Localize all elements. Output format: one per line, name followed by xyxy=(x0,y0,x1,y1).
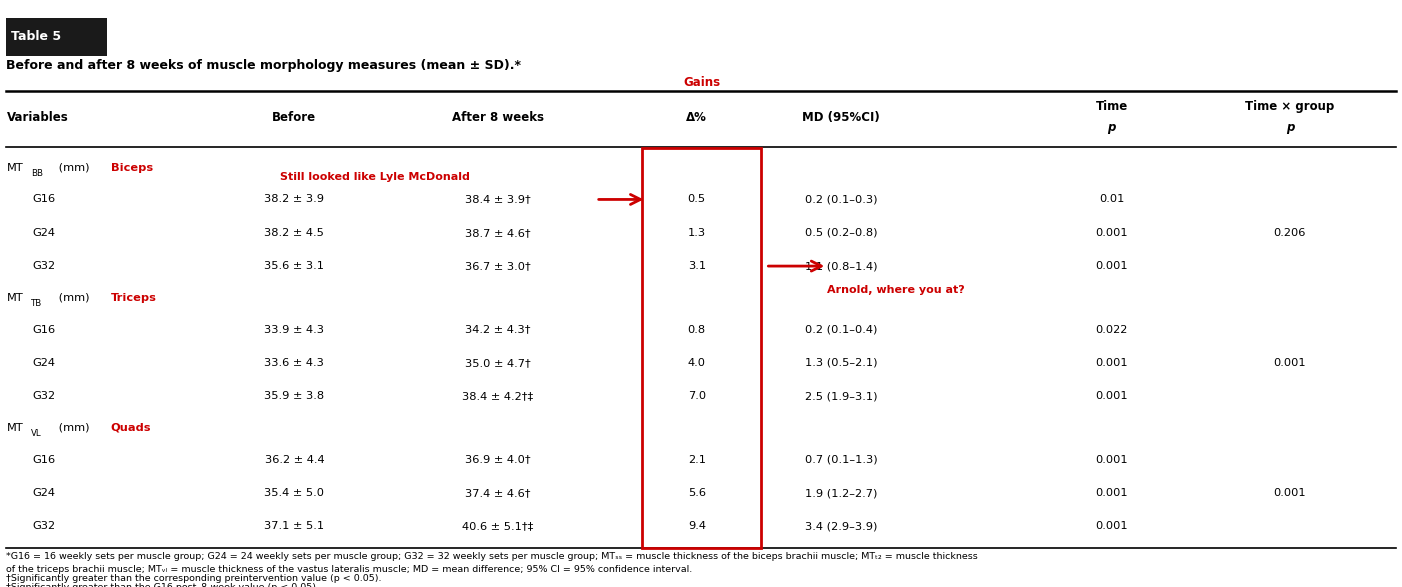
Text: 0.022: 0.022 xyxy=(1095,325,1129,335)
Text: 33.6 ± 4.3: 33.6 ± 4.3 xyxy=(265,358,324,368)
Text: (mm): (mm) xyxy=(55,163,93,173)
Text: (mm): (mm) xyxy=(55,423,93,433)
Text: ‡Significantly greater than the G16 post–8-week value (p < 0.05).: ‡Significantly greater than the G16 post… xyxy=(6,583,318,587)
Text: Quads: Quads xyxy=(111,423,151,433)
Text: 35.0 ± 4.7†: 35.0 ± 4.7† xyxy=(465,358,530,368)
Text: 35.4 ± 5.0: 35.4 ± 5.0 xyxy=(265,488,324,498)
Text: VL: VL xyxy=(31,429,42,438)
Text: 0.001: 0.001 xyxy=(1095,261,1129,271)
Text: G24: G24 xyxy=(32,228,55,238)
Text: 9.4: 9.4 xyxy=(688,521,705,531)
FancyBboxPatch shape xyxy=(6,18,107,56)
Text: 1.1 (0.8–1.4): 1.1 (0.8–1.4) xyxy=(805,261,878,271)
Text: 38.2 ± 4.5: 38.2 ± 4.5 xyxy=(265,228,324,238)
Text: After 8 weeks: After 8 weeks xyxy=(451,111,544,124)
Text: (mm): (mm) xyxy=(55,293,93,303)
Text: Δ%: Δ% xyxy=(687,111,707,124)
Text: Triceps: Triceps xyxy=(111,293,157,303)
Text: Before and after 8 weeks of muscle morphology measures (mean ± SD).*: Before and after 8 weeks of muscle morph… xyxy=(6,59,520,72)
Text: 1.9 (1.2–2.7): 1.9 (1.2–2.7) xyxy=(805,488,878,498)
Bar xyxy=(642,148,761,548)
Text: 36.9 ± 4.0†: 36.9 ± 4.0† xyxy=(465,455,530,465)
Text: Biceps: Biceps xyxy=(111,163,153,173)
Text: *G16 = 16 weekly sets per muscle group; G24 = 24 weekly sets per muscle group; G: *G16 = 16 weekly sets per muscle group; … xyxy=(6,552,977,561)
Text: G16: G16 xyxy=(32,455,55,465)
Text: 0.8: 0.8 xyxy=(688,325,705,335)
Text: of the triceps brachii muscle; MTᵥₗ = muscle thickness of the vastus lateralis m: of the triceps brachii muscle; MTᵥₗ = mu… xyxy=(6,565,691,573)
Text: MT: MT xyxy=(7,423,24,433)
Text: 35.6 ± 3.1: 35.6 ± 3.1 xyxy=(265,261,324,271)
Text: 37.1 ± 5.1: 37.1 ± 5.1 xyxy=(265,521,324,531)
Text: G32: G32 xyxy=(32,521,55,531)
Text: 36.2 ± 4.4: 36.2 ± 4.4 xyxy=(265,455,324,465)
Text: 34.2 ± 4.3†: 34.2 ± 4.3† xyxy=(465,325,530,335)
Text: 33.9 ± 4.3: 33.9 ± 4.3 xyxy=(265,325,324,335)
Text: G32: G32 xyxy=(32,391,55,401)
Text: BB: BB xyxy=(31,169,43,178)
Text: 0.001: 0.001 xyxy=(1273,488,1307,498)
Text: 1.3: 1.3 xyxy=(688,228,705,238)
Text: G24: G24 xyxy=(32,358,55,368)
Text: Arnold, where you at?: Arnold, where you at? xyxy=(827,285,965,295)
Text: MD (95%CI): MD (95%CI) xyxy=(802,111,880,124)
Text: Table 5: Table 5 xyxy=(11,30,62,43)
Text: 38.2 ± 3.9: 38.2 ± 3.9 xyxy=(265,194,324,204)
Text: p: p xyxy=(1286,122,1294,134)
Text: G24: G24 xyxy=(32,488,55,498)
Text: p: p xyxy=(1108,122,1116,134)
Text: 3.4 (2.9–3.9): 3.4 (2.9–3.9) xyxy=(805,521,878,531)
Text: 40.6 ± 5.1†‡: 40.6 ± 5.1†‡ xyxy=(463,521,533,531)
Text: G16: G16 xyxy=(32,194,55,204)
Text: 38.4 ± 3.9†: 38.4 ± 3.9† xyxy=(465,194,530,204)
Text: 5.6: 5.6 xyxy=(688,488,705,498)
Text: Before: Before xyxy=(272,111,317,124)
Text: 2.1: 2.1 xyxy=(688,455,705,465)
Text: 0.001: 0.001 xyxy=(1095,488,1129,498)
Text: 0.001: 0.001 xyxy=(1095,228,1129,238)
Text: Time × group: Time × group xyxy=(1245,100,1335,113)
Text: MT: MT xyxy=(7,163,24,173)
Text: 0.001: 0.001 xyxy=(1095,391,1129,401)
Text: 35.9 ± 3.8: 35.9 ± 3.8 xyxy=(265,391,324,401)
Text: Gains: Gains xyxy=(683,76,721,89)
Text: 0.001: 0.001 xyxy=(1095,521,1129,531)
Text: TB: TB xyxy=(31,299,42,308)
Text: 0.001: 0.001 xyxy=(1273,358,1307,368)
Text: 0.5: 0.5 xyxy=(688,194,705,204)
Text: MT: MT xyxy=(7,293,24,303)
Text: 38.4 ± 4.2†‡: 38.4 ± 4.2†‡ xyxy=(463,391,533,401)
Text: 0.001: 0.001 xyxy=(1095,358,1129,368)
Text: 1.3 (0.5–2.1): 1.3 (0.5–2.1) xyxy=(805,358,878,368)
Text: 0.01: 0.01 xyxy=(1099,194,1124,204)
Text: 0.2 (0.1–0.4): 0.2 (0.1–0.4) xyxy=(805,325,878,335)
Text: 2.5 (1.9–3.1): 2.5 (1.9–3.1) xyxy=(805,391,878,401)
Text: 37.4 ± 4.6†: 37.4 ± 4.6† xyxy=(465,488,530,498)
Text: 7.0: 7.0 xyxy=(688,391,705,401)
Text: 3.1: 3.1 xyxy=(688,261,705,271)
Text: 0.001: 0.001 xyxy=(1095,455,1129,465)
Text: G16: G16 xyxy=(32,325,55,335)
Text: 38.7 ± 4.6†: 38.7 ± 4.6† xyxy=(465,228,530,238)
Text: 0.5 (0.2–0.8): 0.5 (0.2–0.8) xyxy=(805,228,878,238)
Text: Time: Time xyxy=(1095,100,1129,113)
Text: Still looked like Lyle McDonald: Still looked like Lyle McDonald xyxy=(280,172,470,182)
Text: †Significantly greater than the corresponding preintervention value (p < 0.05).: †Significantly greater than the correspo… xyxy=(6,574,381,583)
Text: 0.7 (0.1–1.3): 0.7 (0.1–1.3) xyxy=(805,455,878,465)
Text: 0.206: 0.206 xyxy=(1273,228,1307,238)
Text: Variables: Variables xyxy=(7,111,69,124)
Text: 0.2 (0.1–0.3): 0.2 (0.1–0.3) xyxy=(805,194,878,204)
Text: G32: G32 xyxy=(32,261,55,271)
Text: 4.0: 4.0 xyxy=(688,358,705,368)
Text: 36.7 ± 3.0†: 36.7 ± 3.0† xyxy=(465,261,530,271)
